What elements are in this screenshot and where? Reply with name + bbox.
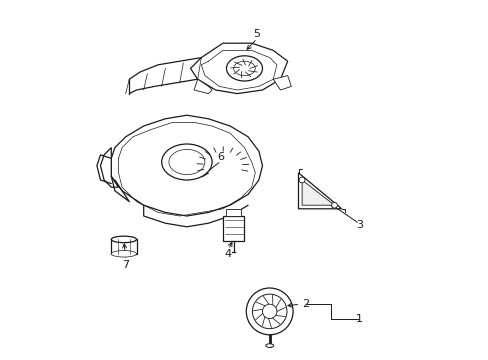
Text: 7: 7 — [122, 260, 129, 270]
Polygon shape — [194, 79, 212, 94]
Polygon shape — [101, 148, 118, 187]
Polygon shape — [111, 115, 262, 216]
Text: 6: 6 — [217, 152, 224, 162]
Polygon shape — [273, 76, 291, 90]
Polygon shape — [190, 43, 287, 94]
Circle shape — [262, 304, 276, 319]
Text: 3: 3 — [355, 220, 363, 230]
Ellipse shape — [162, 144, 212, 180]
Text: 2: 2 — [302, 299, 308, 309]
Text: 5: 5 — [253, 29, 260, 39]
Ellipse shape — [111, 236, 136, 243]
Circle shape — [246, 288, 292, 335]
Polygon shape — [226, 209, 241, 216]
Text: 4: 4 — [224, 249, 231, 259]
Polygon shape — [111, 239, 136, 254]
Polygon shape — [302, 180, 334, 205]
Ellipse shape — [168, 149, 204, 175]
Ellipse shape — [111, 251, 136, 257]
Text: 1: 1 — [355, 314, 363, 324]
Polygon shape — [223, 216, 244, 241]
Circle shape — [331, 202, 337, 208]
Ellipse shape — [233, 61, 255, 76]
Ellipse shape — [226, 56, 262, 81]
Polygon shape — [298, 173, 341, 209]
Circle shape — [252, 294, 286, 329]
Circle shape — [299, 177, 305, 183]
Ellipse shape — [265, 344, 273, 347]
